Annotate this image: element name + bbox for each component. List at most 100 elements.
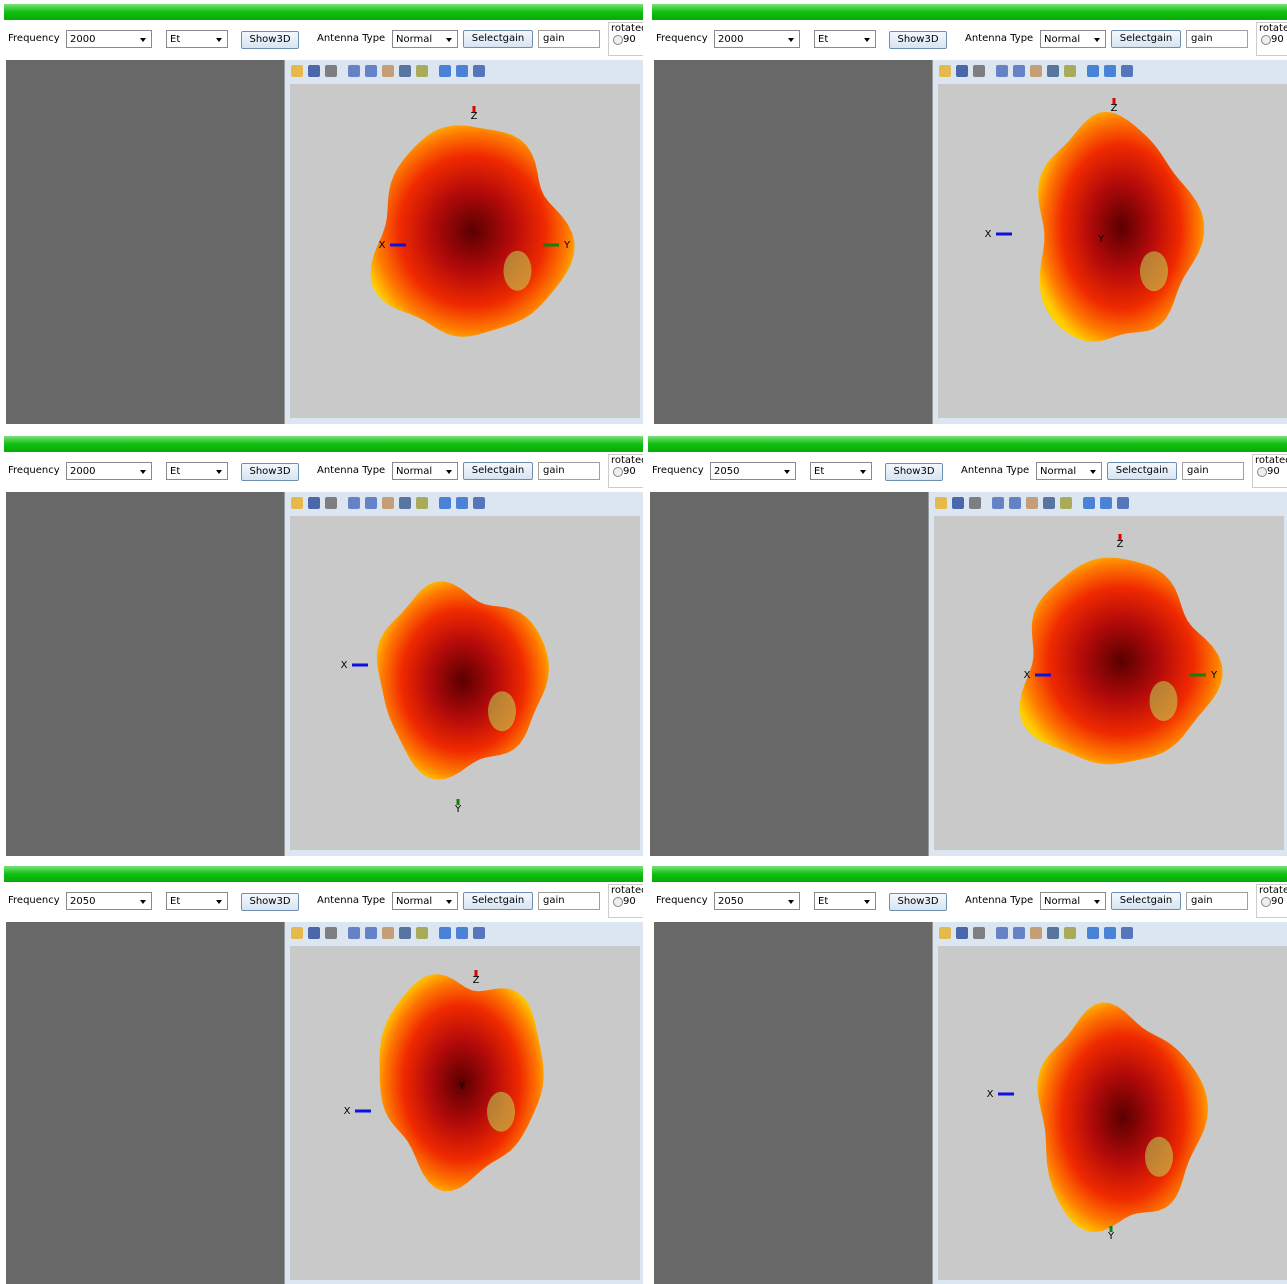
show3d-button[interactable]: Show3D	[241, 31, 299, 49]
field-select[interactable]: Et	[166, 30, 228, 48]
toolbar-icon[interactable]	[439, 927, 451, 939]
field-select[interactable]: Et	[166, 462, 228, 480]
toolbar-icon[interactable]	[935, 497, 947, 509]
toolbar-icon[interactable]	[473, 497, 485, 509]
selectgain-button[interactable]: Selectgain	[1111, 892, 1181, 910]
toolbar-icon[interactable]	[1047, 927, 1059, 939]
toolbar-icon[interactable]	[992, 497, 1004, 509]
toolbar-icon[interactable]	[1104, 65, 1116, 77]
gain-input[interactable]: gain	[538, 30, 600, 48]
toolbar-icon[interactable]	[308, 65, 320, 77]
toolbar-icon[interactable]	[456, 65, 468, 77]
toolbar-icon[interactable]	[399, 65, 411, 77]
toolbar-icon[interactable]	[456, 927, 468, 939]
frequency-select[interactable]: 2050	[714, 892, 800, 910]
toolbar-icon[interactable]	[973, 65, 985, 77]
gain-input[interactable]: gain	[1186, 30, 1248, 48]
toolbar-icon[interactable]	[939, 927, 951, 939]
selectgain-button[interactable]: Selectgain	[463, 30, 533, 48]
gain-input[interactable]: gain	[1182, 462, 1244, 480]
toolbar-icon[interactable]	[308, 927, 320, 939]
rotated-option[interactable]: 90	[611, 896, 643, 907]
show3d-button[interactable]: Show3D	[889, 893, 947, 911]
frequency-select[interactable]: 2050	[710, 462, 796, 480]
toolbar-icon[interactable]	[1121, 927, 1133, 939]
toolbar-icon[interactable]	[473, 927, 485, 939]
show3d-button[interactable]: Show3D	[885, 463, 943, 481]
toolbar-icon[interactable]	[956, 65, 968, 77]
toolbar-icon[interactable]	[1104, 927, 1116, 939]
field-select[interactable]: Et	[814, 30, 876, 48]
toolbar-icon[interactable]	[399, 927, 411, 939]
toolbar-icon[interactable]	[1030, 65, 1042, 77]
antenna-select[interactable]: Normal	[1040, 892, 1106, 910]
toolbar-icon[interactable]	[325, 65, 337, 77]
field-select[interactable]: Et	[814, 892, 876, 910]
antenna-select[interactable]: Normal	[392, 462, 458, 480]
selectgain-button[interactable]: Selectgain	[1111, 30, 1181, 48]
toolbar-icon[interactable]	[439, 65, 451, 77]
toolbar-icon[interactable]	[996, 927, 1008, 939]
toolbar-icon[interactable]	[969, 497, 981, 509]
toolbar-icon[interactable]	[291, 927, 303, 939]
toolbar-icon[interactable]	[348, 65, 360, 77]
toolbar-icon[interactable]	[1121, 65, 1133, 77]
toolbar-icon[interactable]	[1064, 65, 1076, 77]
toolbar-icon[interactable]	[291, 497, 303, 509]
toolbar-icon[interactable]	[416, 497, 428, 509]
toolbar-icon[interactable]	[1064, 927, 1076, 939]
toolbar-icon[interactable]	[348, 927, 360, 939]
selectgain-button[interactable]: Selectgain	[463, 892, 533, 910]
toolbar-icon[interactable]	[939, 65, 951, 77]
frequency-select[interactable]: 2000	[714, 30, 800, 48]
field-select[interactable]: Et	[166, 892, 228, 910]
frequency-select[interactable]: 2000	[66, 30, 152, 48]
antenna-select[interactable]: Normal	[1036, 462, 1102, 480]
toolbar-icon[interactable]	[365, 927, 377, 939]
frequency-select[interactable]: 2050	[66, 892, 152, 910]
toolbar-icon[interactable]	[973, 927, 985, 939]
toolbar-icon[interactable]	[365, 497, 377, 509]
toolbar-icon[interactable]	[382, 497, 394, 509]
toolbar-icon[interactable]	[1026, 497, 1038, 509]
rotated-option[interactable]: 90	[1259, 34, 1287, 45]
toolbar-icon[interactable]	[325, 497, 337, 509]
toolbar-icon[interactable]	[1087, 65, 1099, 77]
toolbar-icon[interactable]	[1060, 497, 1072, 509]
toolbar-icon[interactable]	[996, 65, 1008, 77]
toolbar-icon[interactable]	[1047, 65, 1059, 77]
toolbar-icon[interactable]	[1087, 927, 1099, 939]
toolbar-icon[interactable]	[439, 497, 451, 509]
toolbar-icon[interactable]	[382, 65, 394, 77]
rotated-option[interactable]: 90	[611, 466, 643, 477]
antenna-select[interactable]: Normal	[1040, 30, 1106, 48]
rotated-option[interactable]: 90	[611, 34, 643, 45]
show3d-button[interactable]: Show3D	[889, 31, 947, 49]
toolbar-icon[interactable]	[1117, 497, 1129, 509]
toolbar-icon[interactable]	[1013, 65, 1025, 77]
toolbar-icon[interactable]	[1043, 497, 1055, 509]
toolbar-icon[interactable]	[1013, 927, 1025, 939]
toolbar-icon[interactable]	[416, 927, 428, 939]
frequency-select[interactable]: 2000	[66, 462, 152, 480]
toolbar-icon[interactable]	[1100, 497, 1112, 509]
toolbar-icon[interactable]	[399, 497, 411, 509]
toolbar-icon[interactable]	[291, 65, 303, 77]
antenna-select[interactable]: Normal	[392, 892, 458, 910]
toolbar-icon[interactable]	[382, 927, 394, 939]
toolbar-icon[interactable]	[348, 497, 360, 509]
toolbar-icon[interactable]	[1083, 497, 1095, 509]
toolbar-icon[interactable]	[456, 497, 468, 509]
selectgain-button[interactable]: Selectgain	[463, 462, 533, 480]
rotated-option[interactable]: 90	[1259, 896, 1287, 907]
toolbar-icon[interactable]	[325, 927, 337, 939]
toolbar-icon[interactable]	[416, 65, 428, 77]
toolbar-icon[interactable]	[956, 927, 968, 939]
show3d-button[interactable]: Show3D	[241, 463, 299, 481]
toolbar-icon[interactable]	[1030, 927, 1042, 939]
gain-input[interactable]: gain	[1186, 892, 1248, 910]
selectgain-button[interactable]: Selectgain	[1107, 462, 1177, 480]
field-select[interactable]: Et	[810, 462, 872, 480]
toolbar-icon[interactable]	[952, 497, 964, 509]
toolbar-icon[interactable]	[1009, 497, 1021, 509]
